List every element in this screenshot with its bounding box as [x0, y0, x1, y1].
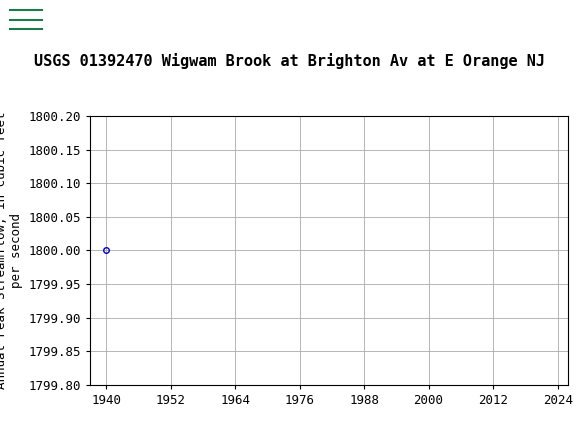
Y-axis label: Annual Peak Streamflow, in cubic feet
per second: Annual Peak Streamflow, in cubic feet pe…: [0, 112, 23, 389]
Text: USGS: USGS: [53, 6, 139, 34]
Bar: [7, 5, 45, 35]
Text: USGS 01392470 Wigwam Brook at Brighton Av at E Orange NJ: USGS 01392470 Wigwam Brook at Brighton A…: [34, 53, 546, 69]
